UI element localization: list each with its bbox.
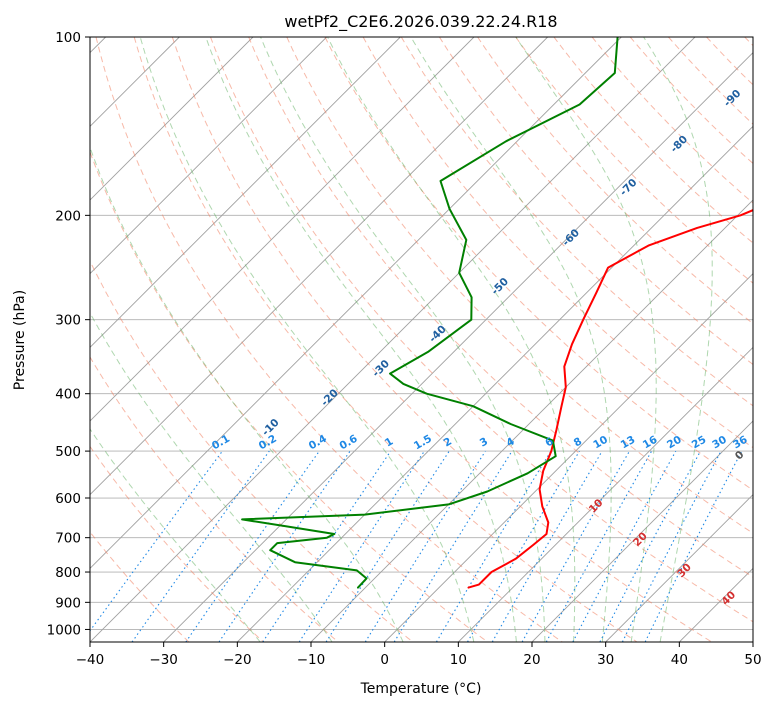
moist-adiabat-line	[205, 37, 517, 642]
x-tick-label: 20	[523, 652, 540, 668]
dry-adiabat-line	[286, 37, 753, 534]
isotherm-line	[458, 346, 753, 642]
mixing-ratio-line	[325, 450, 450, 642]
x-tick-label: 50	[744, 652, 761, 668]
x-tick-label: −30	[149, 652, 178, 668]
dry-adiabat-line	[90, 150, 488, 642]
isotherm-line	[90, 37, 548, 496]
y-tick-label: 800	[55, 565, 81, 581]
x-axis-label: Temperature (°C)	[360, 681, 482, 697]
y-tick-label: 1000	[47, 622, 81, 638]
mixing-ratio-line	[218, 450, 351, 642]
mixing-ratio-line	[262, 450, 392, 642]
isotherm-line	[531, 420, 753, 642]
temperature-profile-line	[467, 209, 753, 589]
moist-adiabat-line	[410, 37, 612, 642]
x-tick-label: −20	[223, 652, 252, 668]
y-tick-label: 500	[55, 444, 81, 460]
dry-adiabat-line	[133, 37, 638, 642]
y-tick-label: 700	[55, 531, 81, 547]
y-tick-label: 300	[55, 313, 81, 329]
dry-adiabat-line	[90, 259, 414, 642]
mixing-ratio-line	[185, 450, 320, 642]
moist-adiabat-line	[90, 428, 261, 642]
plot-frame	[89, 36, 754, 643]
isotherm-line	[90, 37, 254, 201]
isotherm-line	[90, 37, 327, 275]
isotherm-line	[90, 37, 696, 642]
dry-adiabat-line	[95, 37, 563, 642]
x-tick-label: 10	[450, 652, 467, 668]
mixing-ratio-line	[298, 450, 425, 642]
y-axis-label: Pressure (hPa)	[12, 290, 28, 390]
mixing-ratio-line	[599, 450, 701, 642]
y-axis: 100 200 300 400 500 600 700 800 900 1000	[47, 30, 90, 638]
y-tick-label: 600	[55, 491, 81, 507]
moist-adiabat-line	[90, 145, 404, 642]
isotherm-line	[384, 273, 753, 642]
moist-adiabat-line	[515, 37, 657, 642]
moist-adiabat-line	[139, 37, 475, 642]
dry-adiabat-line	[90, 445, 264, 642]
isotherm-line	[237, 125, 753, 642]
dry-adiabat-line	[248, 37, 753, 578]
chart-title: wetPf2_C2E6.2026.039.22.24.R18	[284, 12, 557, 32]
profile-lines	[241, 37, 753, 589]
x-tick-label: −40	[76, 652, 105, 668]
mixing-ratio-line	[435, 450, 552, 642]
dry-adiabat-line	[324, 37, 753, 491]
dry-adiabat-line	[210, 37, 753, 623]
x-tick-label: −10	[297, 652, 326, 668]
isotherm-line	[90, 37, 401, 348]
mixing-ratio-line	[467, 450, 580, 642]
moist-adiabat-line	[260, 37, 546, 642]
moist-adiabat-line	[90, 311, 333, 642]
isotherm-line	[163, 52, 753, 642]
y-tick-label: 200	[55, 208, 81, 224]
isotherm-line	[605, 494, 753, 642]
mixing-ratio-line	[364, 450, 486, 642]
x-tick-label: 40	[671, 652, 688, 668]
y-tick-label: 900	[55, 595, 81, 611]
dry-adiabat-line	[477, 37, 753, 325]
isotherm-line	[90, 37, 475, 422]
y-tick-label: 400	[55, 387, 81, 403]
y-tick-label: 100	[55, 30, 81, 46]
mixing-ratio-line	[572, 450, 677, 642]
x-tick-label: 0	[380, 652, 389, 668]
moist-adiabat-line	[327, 37, 576, 642]
dry-adiabat-line	[438, 37, 753, 366]
dewpoint-profile-line	[241, 37, 619, 589]
mixing-ratio-line	[393, 450, 513, 642]
moist-adiabat-line	[643, 37, 713, 642]
dry-adiabat-line	[90, 356, 339, 642]
isotherm-line	[90, 37, 622, 569]
x-axis: −40 −30 −20 −10 0 10 20 30 40 50	[76, 642, 762, 668]
x-tick-label: 30	[597, 652, 614, 668]
